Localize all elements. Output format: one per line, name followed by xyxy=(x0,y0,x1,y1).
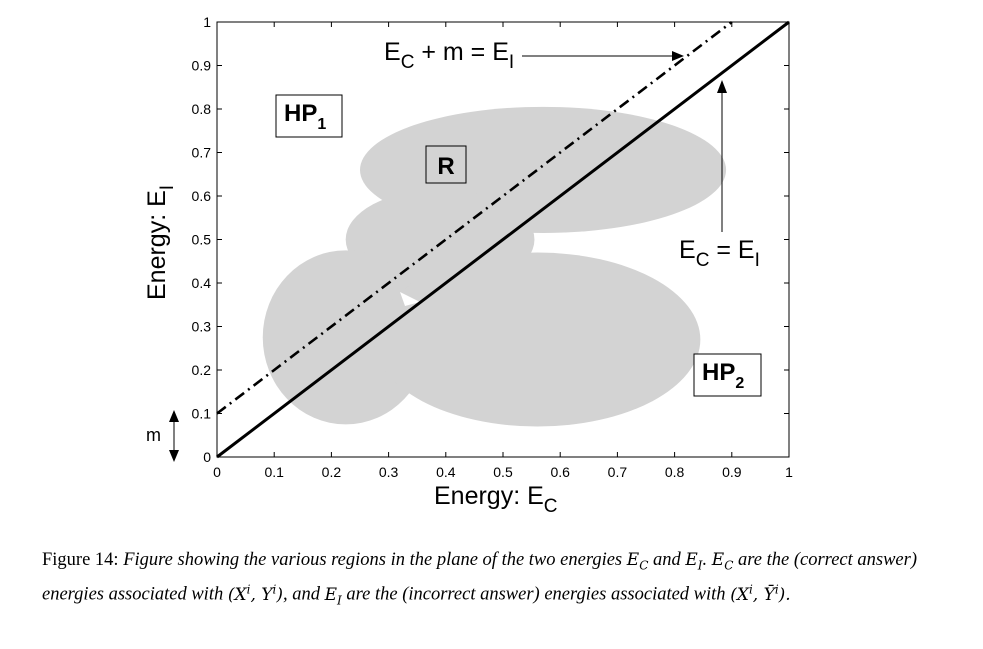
r-label: R xyxy=(437,153,454,180)
caption-ec-2: EC xyxy=(711,550,734,573)
x-tick-label: 0.2 xyxy=(322,464,342,480)
caption-xy: (Xi, Yi) xyxy=(227,582,283,606)
caption-text-4: , and xyxy=(282,585,320,606)
x-tick-label: 0 xyxy=(213,464,221,480)
x-tick-label: 0.4 xyxy=(436,464,456,480)
y-axis-ticks: 0 0.1 0.2 0.3 0.4 0.5 0.6 0.7 0.8 0.9 1 xyxy=(192,14,789,465)
y-tick-label: 0.5 xyxy=(192,232,212,248)
caption-ei-2: EI xyxy=(324,585,342,608)
y-tick-label: 0.8 xyxy=(192,101,212,117)
caption-xybar: (Xi, Ȳi). xyxy=(730,582,791,606)
series-line-dashdot xyxy=(216,20,733,415)
caption-text-5: are the (incorrect answer) energies asso… xyxy=(346,585,726,606)
caption-ec-1: EC xyxy=(626,550,649,573)
caption-ei-1: EI xyxy=(685,550,703,573)
x-tick-label: 0.1 xyxy=(264,464,284,480)
solid-line-equation: EC = EI xyxy=(679,236,760,271)
caption-label: Figure 14: xyxy=(42,550,119,570)
m-arrow-head-down xyxy=(169,450,179,462)
m-arrow-head-up xyxy=(169,410,179,422)
y-tick-label: 0.1 xyxy=(192,406,212,422)
r-box xyxy=(425,145,467,184)
hp1-label: HP1 xyxy=(284,100,326,133)
y-tick-label: 0.2 xyxy=(192,362,212,378)
y-tick-label: 1 xyxy=(203,14,211,30)
series-line-solid xyxy=(216,20,790,459)
figure-caption: Figure 14: Figure showing the various re… xyxy=(42,550,917,608)
region-left-ellipse xyxy=(262,250,429,425)
hp1-box xyxy=(275,94,343,138)
x-axis-ticks: 0 0.1 0.2 0.3 0.4 0.5 0.6 0.7 0.8 0.9 1 xyxy=(213,22,793,480)
y-tick-label: 0 xyxy=(203,449,211,465)
caption-text-2: and xyxy=(653,550,681,570)
m-label: m xyxy=(146,425,161,445)
x-tick-label: 0.3 xyxy=(379,464,399,480)
region-notch xyxy=(400,292,420,306)
y-tick-label: 0.3 xyxy=(192,319,212,335)
y-axis-label: Energy: EI xyxy=(143,185,178,300)
y-tick-label: 0.6 xyxy=(192,188,212,204)
x-tick-label: 1 xyxy=(785,464,793,480)
x-tick-label: 0.5 xyxy=(493,464,513,480)
regions-group xyxy=(262,106,727,427)
y-tick-label: 0.4 xyxy=(192,275,212,291)
x-tick-label: 0.9 xyxy=(722,464,742,480)
x-tick-label: 0.6 xyxy=(550,464,570,480)
x-tick-label: 0.7 xyxy=(608,464,628,480)
y-tick-label: 0.9 xyxy=(192,58,212,74)
caption-text-1: Figure showing the various regions in th… xyxy=(123,550,623,570)
x-axis-label: Energy: EC xyxy=(434,482,558,517)
dashdot-line-equation: EC + m = EI xyxy=(384,38,514,73)
energy-regions-figure: 0 0.1 0.2 0.3 0.4 0.5 0.6 0.7 0.8 0.9 1 0 0.1 0.2 0.3… xyxy=(143,14,793,517)
x-tick-label: 0.8 xyxy=(665,464,685,480)
region-lower-ellipse xyxy=(374,252,701,427)
lines-group xyxy=(216,20,790,459)
caption-text-3: are the (correct answer) energies associ… xyxy=(42,550,917,606)
solid-arrow-head xyxy=(717,80,727,93)
hp2-label: HP2 xyxy=(702,359,744,392)
y-tick-label: 0.7 xyxy=(192,145,212,161)
dashdot-arrow-head xyxy=(672,51,684,61)
hp2-box xyxy=(693,353,762,397)
